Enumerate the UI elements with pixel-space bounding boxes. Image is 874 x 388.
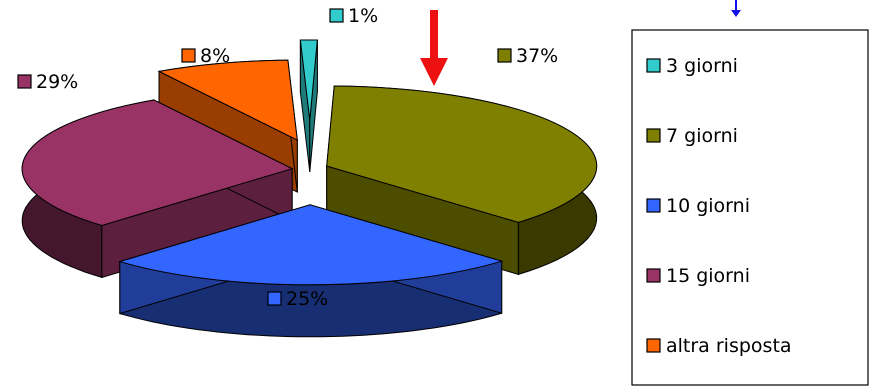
svg-text:8%: 8% [200,45,230,67]
svg-text:altra risposta: altra risposta [666,335,792,357]
blue-arrow [731,0,741,17]
slice-3-giorni [299,39,318,173]
slice-7-giorni [326,85,598,276]
legend-item: 15 giorni [646,265,750,287]
svg-text:3 giorni: 3 giorni [666,55,738,77]
svg-text:25%: 25% [286,288,328,310]
svg-text:7 giorni: 7 giorni [666,125,738,147]
red-arrow [420,10,448,86]
legend-item: 3 giorni [646,55,738,77]
legend-item: altra risposta [646,335,792,357]
legend-item: 7 giorni [646,125,738,147]
value-label: 25% [267,288,328,310]
svg-text:29%: 29% [36,71,78,93]
value-label: 8% [181,45,230,67]
slice-10-giorni [118,204,504,338]
legend-item: 10 giorni [646,195,750,217]
value-labels: 1% 37% 25% 29% 8% [17,5,558,310]
svg-text:1%: 1% [348,5,378,27]
legend: 3 giorni 7 giorni 10 giorni 15 giorni altra … [631,29,869,386]
value-label: 29% [17,71,78,93]
svg-text:37%: 37% [516,45,558,67]
value-label: 1% [329,5,378,27]
svg-text:15 giorni: 15 giorni [666,265,750,287]
pie-slices [21,39,598,338]
value-label: 37% [497,45,558,67]
svg-text:10 giorni: 10 giorni [666,195,750,217]
slice-15-giorni [21,99,294,279]
